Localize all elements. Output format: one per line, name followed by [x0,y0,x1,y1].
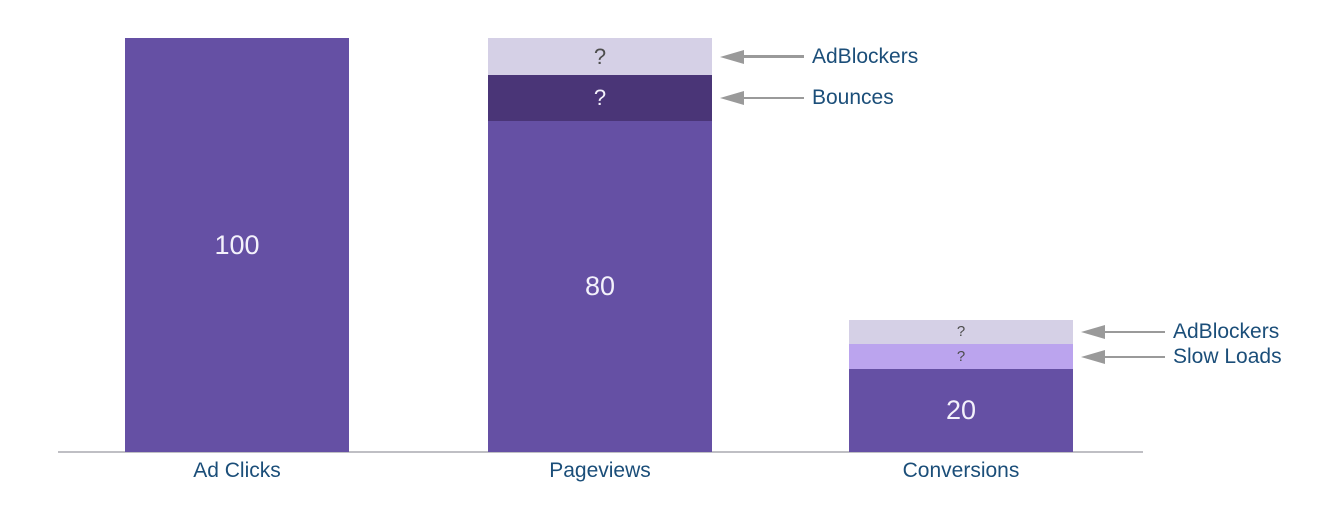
pageviews-bounces-value-label: ? [593,85,607,111]
x-axis-label-ad-clicks: Ad Clicks [193,459,281,482]
annotation-arrow-left-icon [720,91,744,106]
conversions-slow-loads-segment: ? [849,344,1073,370]
annotation-arrow-left-icon [1081,324,1105,339]
conversions-conversions-segment: 20 [849,369,1073,452]
pageviews-adblockers-value-label: ? [593,43,607,69]
pageviews-bounces-segment: ? [488,75,712,121]
pageviews-pageviews-segment: 80 [488,120,712,452]
pageviews-pageviews-value-label: 80 [584,270,616,301]
annotation-arrow-line [1103,330,1165,334]
annotation-label-slow-loads: Slow Loads [1173,344,1282,368]
annotation-label-adblockers: AdBlockers [812,44,919,68]
x-axis-line [58,451,1143,453]
ad-clicks-ad-clicks-segment: 100 [125,38,349,452]
ad-clicks-ad-clicks-value-label: 100 [214,229,260,260]
annotation-arrow-line [1103,355,1165,359]
annotation-label-bounces: Bounces [812,86,894,110]
annotation-arrow-left-icon [720,49,744,64]
pageviews-adblockers-segment: ? [488,38,712,76]
conversions-adblockers-value-label: ? [956,323,966,341]
x-axis-label-pageviews: Pageviews [549,459,651,482]
x-axis-label-conversions: Conversions [902,459,1020,482]
conversions-slow-loads-value-label: ? [956,348,966,366]
annotation-label-adblockers: AdBlockers [1173,319,1280,343]
conversions-conversions-value-label: 20 [945,395,977,426]
annotation-arrow-line [742,55,804,58]
conversions-adblockers-segment: ? [849,319,1073,345]
annotation-arrow-line [742,96,804,100]
annotation-arrow-left-icon [1081,349,1105,364]
